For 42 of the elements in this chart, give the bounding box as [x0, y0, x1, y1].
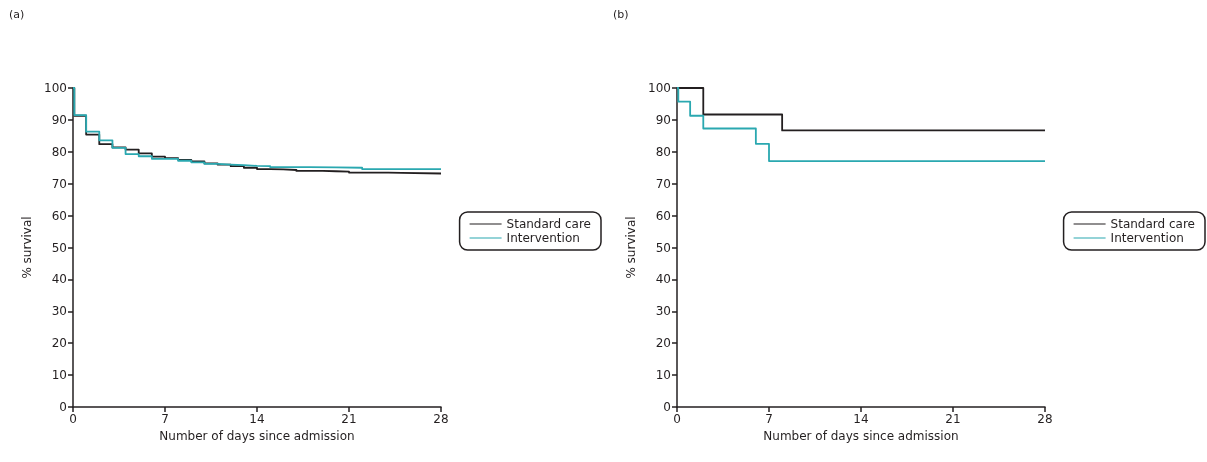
- y-axis-title: % survival: [624, 216, 639, 279]
- x-tick-label: 28: [433, 412, 449, 426]
- y-tick-label: 10: [655, 368, 671, 383]
- x-tick-label: 21: [945, 412, 961, 426]
- x-axis-title: Number of days since admission: [763, 428, 959, 443]
- y-tick-label: 40: [655, 272, 671, 287]
- y-tick-label: 30: [51, 304, 67, 319]
- y-tick-label: 20: [655, 336, 671, 351]
- chart-title: (b): [613, 8, 629, 21]
- legend-label: Intervention: [1110, 231, 1184, 245]
- y-tick-label: 80: [655, 144, 671, 159]
- y-tick-label: 10: [51, 368, 67, 383]
- chart-title: (a): [9, 8, 25, 21]
- y-tick-label: 90: [51, 112, 67, 127]
- x-tick-label: 28: [1037, 412, 1053, 426]
- x-tick-label: 7: [161, 412, 169, 426]
- y-tick-label: 70: [51, 176, 67, 191]
- x-tick-label: 0: [673, 412, 681, 426]
- y-tick-label: 90: [655, 112, 671, 127]
- y-tick-label: 50: [51, 240, 67, 255]
- y-tick-label: 70: [655, 176, 671, 191]
- x-tick-label: 7: [765, 412, 773, 426]
- y-tick-label: 40: [51, 272, 67, 287]
- legend-label: Standard care: [506, 217, 592, 231]
- y-tick-label: 60: [51, 208, 67, 223]
- y-tick-label: 80: [51, 144, 67, 159]
- x-tick-label: 14: [249, 412, 265, 426]
- x-tick-label: 14: [853, 412, 869, 426]
- y-tick-label: 30: [655, 304, 671, 319]
- legend-label: Intervention: [506, 231, 580, 245]
- x-tick-label: 21: [341, 412, 357, 426]
- x-axis-title: Number of days since admission: [159, 428, 355, 443]
- x-tick-label: 0: [69, 412, 77, 426]
- y-tick-label: 100: [44, 81, 67, 95]
- y-tick-label: 50: [655, 240, 671, 255]
- y-axis-title: % survival: [20, 216, 35, 279]
- legend-label: Standard care: [1110, 217, 1196, 231]
- y-tick-label: 0: [663, 400, 671, 414]
- y-tick-label: 20: [51, 336, 67, 351]
- y-tick-label: 0: [59, 400, 67, 414]
- y-tick-label: 60: [655, 208, 671, 223]
- y-tick-label: 100: [648, 81, 671, 95]
